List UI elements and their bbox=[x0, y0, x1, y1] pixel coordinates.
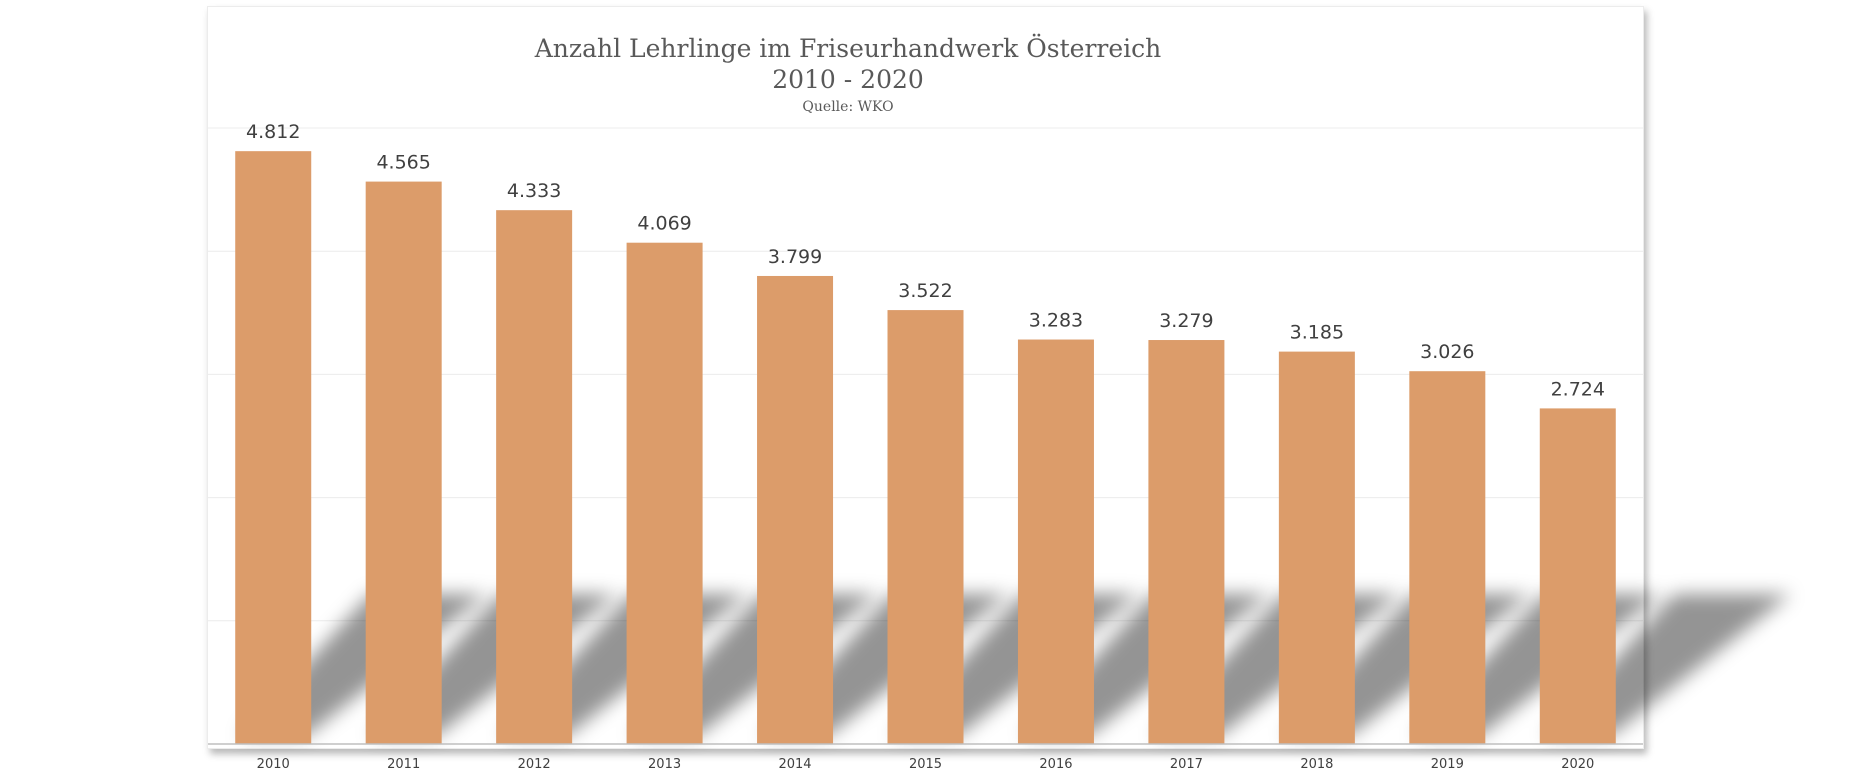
bar-2018 bbox=[1278, 351, 1355, 744]
bar-2016 bbox=[1017, 339, 1094, 744]
x-tick-labels: 2010 2011 2012 2013 2014 2015 2016 2017 2018 2019… bbox=[257, 757, 1595, 772]
bars bbox=[235, 151, 1616, 745]
bar-2017 bbox=[1148, 340, 1225, 744]
bar-2012 bbox=[496, 210, 573, 745]
x-tick-2011: 2011 bbox=[387, 757, 420, 772]
data-label-2020: 2.724 bbox=[1551, 378, 1605, 400]
data-label-2017: 3.279 bbox=[1159, 310, 1213, 332]
data-label-2012: 4.333 bbox=[507, 180, 561, 202]
x-tick-2018: 2018 bbox=[1300, 757, 1333, 772]
data-label-2016: 3.283 bbox=[1029, 310, 1083, 332]
data-label-2014: 3.799 bbox=[768, 246, 822, 268]
bar-2010 bbox=[235, 151, 312, 744]
x-tick-2020: 2020 bbox=[1561, 757, 1594, 772]
x-tick-2013: 2013 bbox=[648, 757, 681, 772]
data-label-2013: 4.069 bbox=[637, 213, 691, 235]
x-tick-2014: 2014 bbox=[778, 757, 811, 772]
data-label-2011: 4.565 bbox=[376, 152, 430, 174]
x-tick-2019: 2019 bbox=[1431, 757, 1464, 772]
bar-2020 bbox=[1539, 408, 1616, 744]
x-tick-2010: 2010 bbox=[257, 757, 290, 772]
x-tick-2012: 2012 bbox=[518, 757, 551, 772]
value-labels: 4.812 4.565 4.333 4.069 3.799 3.522 3.283 3.279… bbox=[246, 121, 1605, 400]
chart-title: Anzahl Lehrlinge im Friseurhandwerk Öste… bbox=[534, 34, 1162, 63]
data-label-2010: 4.812 bbox=[246, 121, 300, 143]
bar-2014 bbox=[757, 275, 834, 744]
data-label-2015: 3.522 bbox=[898, 280, 952, 302]
bar-2013 bbox=[626, 242, 703, 744]
x-tick-2016: 2016 bbox=[1039, 757, 1072, 772]
x-tick-2015: 2015 bbox=[909, 757, 942, 772]
chart-subtitle: 2010 - 2020 bbox=[772, 65, 924, 94]
bar-2015 bbox=[887, 310, 964, 744]
bar-2019 bbox=[1409, 371, 1486, 744]
data-label-2018: 3.185 bbox=[1290, 322, 1344, 344]
chart-source: Quelle: WKO bbox=[802, 99, 893, 115]
bar-2011 bbox=[365, 181, 442, 745]
x-tick-2017: 2017 bbox=[1170, 757, 1203, 772]
data-label-2019: 3.026 bbox=[1420, 341, 1474, 363]
